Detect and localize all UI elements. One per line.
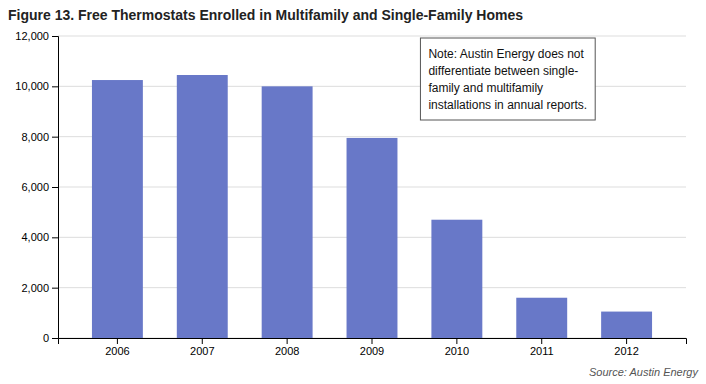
bar (516, 298, 567, 338)
bar (347, 138, 398, 338)
tick-label: 2008 (275, 345, 299, 357)
note-line: installations in annual reports. (428, 98, 587, 112)
tick-mark (52, 338, 58, 339)
tick-mark (287, 338, 288, 344)
bar (92, 80, 143, 338)
tick-label: 4,000 (21, 231, 49, 243)
tick-label: 2007 (190, 345, 214, 357)
tick-label: 2,000 (21, 282, 49, 294)
tick-label: 2009 (360, 345, 384, 357)
axis-line (59, 339, 687, 345)
tick: 2009 (360, 338, 384, 357)
note-line: family and multifamily (428, 81, 543, 95)
note-box (420, 38, 595, 120)
tick-label: 10,000 (15, 80, 49, 92)
tick: 6,000 (21, 181, 58, 193)
tick: 2012 (614, 338, 638, 357)
grid (58, 36, 686, 338)
note-line: Note: Austin Energy does not (428, 47, 584, 61)
tick: 2006 (105, 338, 129, 357)
tick-label: 2010 (445, 345, 469, 357)
tick-label: 2011 (530, 345, 554, 357)
tick-label: 0 (43, 332, 49, 344)
tick-mark (52, 137, 58, 138)
bar (601, 312, 652, 338)
tick: 10,000 (15, 80, 58, 92)
tick-mark (202, 338, 203, 344)
source: Source: Austin Energy (589, 366, 700, 378)
title: Figure 13. Free Thermostats Enrolled in … (8, 7, 523, 23)
plot: 02,0004,0006,0008,00010,00012,0002006200… (15, 30, 686, 357)
tick-mark (52, 187, 58, 188)
tick-mark (541, 338, 542, 344)
tick: 8,000 (21, 131, 58, 143)
note-line: differentiate between single- (428, 64, 578, 78)
bar (262, 86, 313, 338)
tick-mark (117, 338, 118, 344)
tick-label: 2006 (105, 345, 129, 357)
y-axis: 0 2,000 4,000 6,000 8,000 10,000 12,000 (15, 30, 58, 344)
bar (431, 220, 482, 338)
axis-line (52, 37, 59, 339)
tick: 2011 (530, 338, 554, 357)
tick: 2008 (275, 338, 299, 357)
grid-line (58, 36, 686, 37)
x-axis: 2006 2007 2008 2009 2010 2011 2012 (59, 338, 687, 357)
grid-line (58, 136, 686, 137)
tick: 12,000 (15, 30, 58, 42)
tick-mark (52, 288, 58, 289)
tick-label: 6,000 (21, 181, 49, 193)
tick-mark (52, 86, 58, 87)
tick-label: 8,000 (21, 131, 49, 143)
note-text: Note: Austin Energy does not differentiat… (428, 47, 587, 112)
tick-label: 2012 (614, 345, 638, 357)
bar (177, 75, 228, 338)
tick: 0 (43, 332, 58, 344)
chart: Figure 13. Free Thermostats Enrolled in … (0, 0, 706, 384)
tick-mark (52, 36, 58, 37)
tick-mark (626, 338, 627, 344)
tick: 2,000 (21, 282, 58, 294)
tick: 2007 (190, 338, 214, 357)
note: Note: Austin Energy does not differentiat… (420, 38, 595, 120)
tick-label: 12,000 (15, 30, 49, 42)
tick: 2010 (445, 338, 469, 357)
tick-mark (372, 338, 373, 344)
tick-mark (456, 338, 457, 344)
tick: 4,000 (21, 231, 58, 243)
tick-mark (52, 237, 58, 238)
